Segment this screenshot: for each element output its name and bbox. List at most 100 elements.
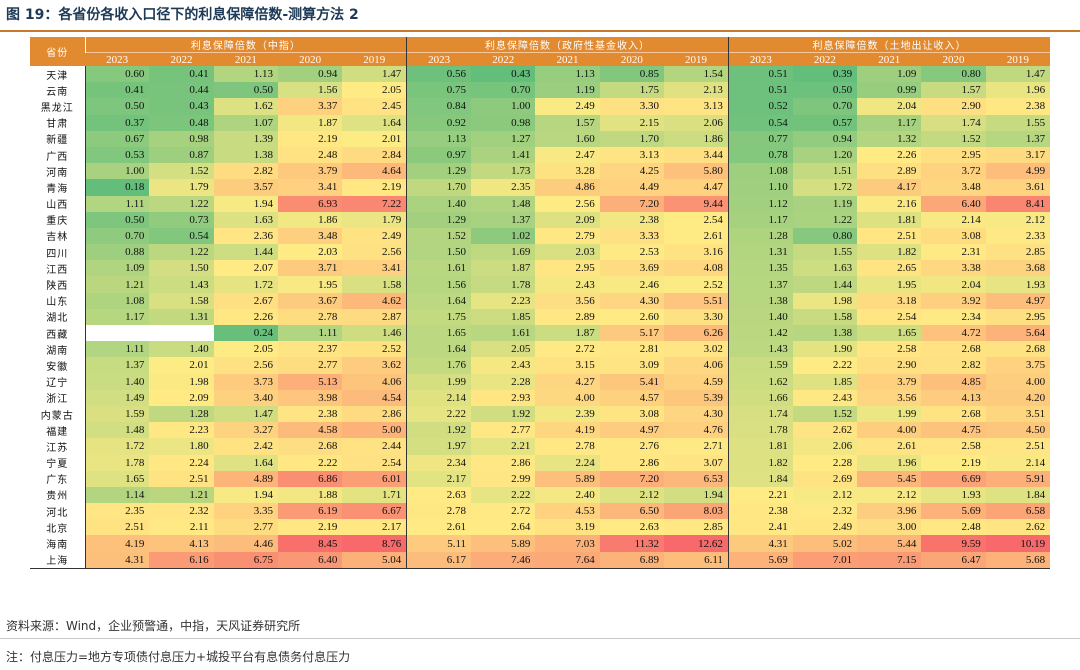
ratio-cell: 3.00	[857, 519, 922, 536]
ratio-cell: 1.40	[84, 373, 150, 390]
ratio-cell: 0.53	[84, 146, 150, 164]
ratio-cell: 3.07	[664, 454, 729, 471]
ratio-cell: 2.23	[471, 292, 536, 309]
province-name: 北京	[46, 523, 69, 535]
ratio-cell: 1.64	[342, 114, 407, 131]
table-row: 重庆 0.50 0.73 1.63 1.86 1.79 1.29 1.37 2.09 2.38 2.…	[30, 211, 1051, 228]
table-row: 吉林 0.70 0.54 2.36 3.48 2.49 1.52 1.02 2.79 3.33 2.…	[30, 227, 1051, 245]
ratio-cell: 5.41	[599, 373, 665, 390]
ratio-cell: 1.38	[792, 325, 858, 342]
ratio-cell: 2.17	[342, 519, 407, 536]
ratio-cell: 2.33	[985, 227, 1051, 245]
ratio-cell: 6.67	[342, 503, 407, 520]
ratio-cell: 0.92	[406, 114, 472, 131]
ratio-cell: 4.31	[727, 535, 793, 552]
ratio-cell: 1.95	[277, 276, 343, 293]
ratio-cell: 2.58	[921, 438, 986, 455]
ratio-cell	[84, 325, 150, 342]
ratio-cell: 2.04	[857, 98, 922, 115]
ratio-cell: 1.94	[213, 486, 278, 504]
ratio-cell: 11.32	[599, 535, 665, 552]
table-row: 河北 2.35 2.32 3.35 6.19 6.67 2.78 2.72 4.53 6.50 8.…	[30, 503, 1051, 520]
ratio-cell: 1.62	[727, 373, 793, 390]
ratio-cell: 1.55	[985, 114, 1051, 131]
ratio-cell: 1.50	[149, 260, 214, 277]
ratio-cell: 2.95	[921, 146, 986, 164]
ratio-cell: 5.44	[857, 535, 922, 552]
ratio-cell: 3.56	[857, 389, 922, 406]
ratio-cell: 1.10	[727, 179, 793, 196]
province-name: 福建	[46, 426, 69, 438]
province-name: 海南	[46, 540, 69, 552]
ratio-cell: 2.49	[792, 519, 858, 536]
ratio-cell: 2.51	[149, 470, 214, 487]
ratio-cell: 2.19	[921, 454, 986, 471]
table-row: 湖北 1.17 1.31 2.26 2.78 2.87 1.75 1.85 2.89 2.60 3.…	[30, 308, 1051, 325]
ratio-cell: 4.85	[921, 373, 986, 390]
ratio-cell: 1.70	[406, 179, 472, 196]
ratio-cell: 2.15	[599, 114, 665, 131]
table-row: 四川 0.88 1.22 1.44 2.03 2.56 1.50 1.69 2.03 2.53 3.…	[30, 244, 1051, 261]
ratio-cell: 1.61	[406, 260, 472, 277]
ratio-cell: 2.22	[406, 405, 472, 423]
ratio-cell: 2.42	[213, 438, 278, 455]
province-name: 安徽	[46, 361, 69, 373]
ratio-cell: 2.43	[792, 389, 858, 406]
ratio-cell: 3.62	[342, 357, 407, 374]
ratio-cell: 0.57	[792, 114, 858, 131]
year-header: 2019	[342, 52, 407, 66]
ratio-cell: 2.12	[857, 486, 922, 504]
ratio-cell: 1.40	[149, 341, 214, 358]
ratio-cell: 2.12	[599, 486, 665, 504]
ratio-cell: 1.63	[792, 260, 858, 277]
ratio-cell: 0.50	[792, 82, 858, 99]
ratio-cell: 1.87	[471, 260, 536, 277]
ratio-cell: 2.69	[792, 470, 858, 487]
ratio-cell: 5.00	[342, 422, 407, 439]
ratio-cell: 2.12	[985, 211, 1051, 228]
ratio-cell: 2.48	[277, 146, 343, 164]
table-row: 广西 0.53 0.87 1.38 2.48 2.84 0.97 1.41 2.47 3.13 3.…	[30, 146, 1051, 164]
table-row: 安徽 1.37 2.01 2.56 2.77 3.62 1.76 2.43 3.15 3.09 4.…	[30, 357, 1051, 374]
table-row: 江苏 1.72 1.80 2.42 2.68 2.44 1.97 2.21 2.78 2.76 2.…	[30, 438, 1051, 455]
ratio-cell: 1.22	[792, 211, 858, 228]
ratio-cell: 2.26	[857, 146, 922, 164]
ratio-cell: 2.64	[471, 519, 536, 536]
ratio-cell: 4.13	[921, 389, 986, 406]
ratio-cell: 4.50	[985, 422, 1051, 439]
ratio-cell: 7.15	[857, 551, 922, 569]
ratio-cell: 2.19	[342, 179, 407, 196]
ratio-cell: 3.08	[921, 227, 986, 245]
year-header: 2023	[406, 52, 472, 66]
ratio-cell: 1.72	[84, 438, 150, 455]
ratio-cell: 1.43	[727, 341, 793, 358]
ratio-cell: 0.43	[471, 66, 536, 83]
ratio-cell: 2.22	[277, 454, 343, 471]
ratio-cell: 2.17	[406, 470, 472, 487]
ratio-cell: 2.09	[149, 389, 214, 406]
year-header: 2021	[535, 52, 600, 66]
ratio-cell: 2.19	[277, 519, 343, 536]
ratio-cell: 1.08	[727, 163, 793, 180]
table-row: 青海 0.18 1.79 3.57 3.41 2.19 1.70 2.35 4.86 4.49 4.…	[30, 179, 1051, 196]
ratio-cell: 1.08	[84, 292, 150, 309]
province-name: 江苏	[46, 442, 69, 454]
ratio-cell: 3.48	[277, 227, 343, 245]
ratio-cell: 2.54	[342, 454, 407, 471]
ratio-cell: 6.69	[921, 470, 986, 487]
province-name: 山东	[46, 297, 69, 309]
ratio-cell: 1.28	[149, 405, 214, 423]
ratio-cell: 1.70	[599, 130, 665, 147]
ratio-cell: 1.49	[84, 389, 150, 406]
ratio-cell: 1.54	[664, 66, 729, 83]
ratio-cell: 2.86	[342, 405, 407, 423]
ratio-cell: 2.06	[792, 438, 858, 455]
ratio-cell: 2.38	[985, 98, 1051, 115]
ratio-cell: 0.94	[277, 66, 343, 83]
ratio-cell: 2.07	[213, 260, 278, 277]
ratio-cell: 2.56	[342, 244, 407, 261]
ratio-cell: 2.49	[535, 98, 600, 115]
ratio-cell: 3.09	[599, 357, 665, 374]
ratio-cell: 5.17	[599, 325, 665, 342]
ratio-cell: 3.40	[213, 389, 278, 406]
